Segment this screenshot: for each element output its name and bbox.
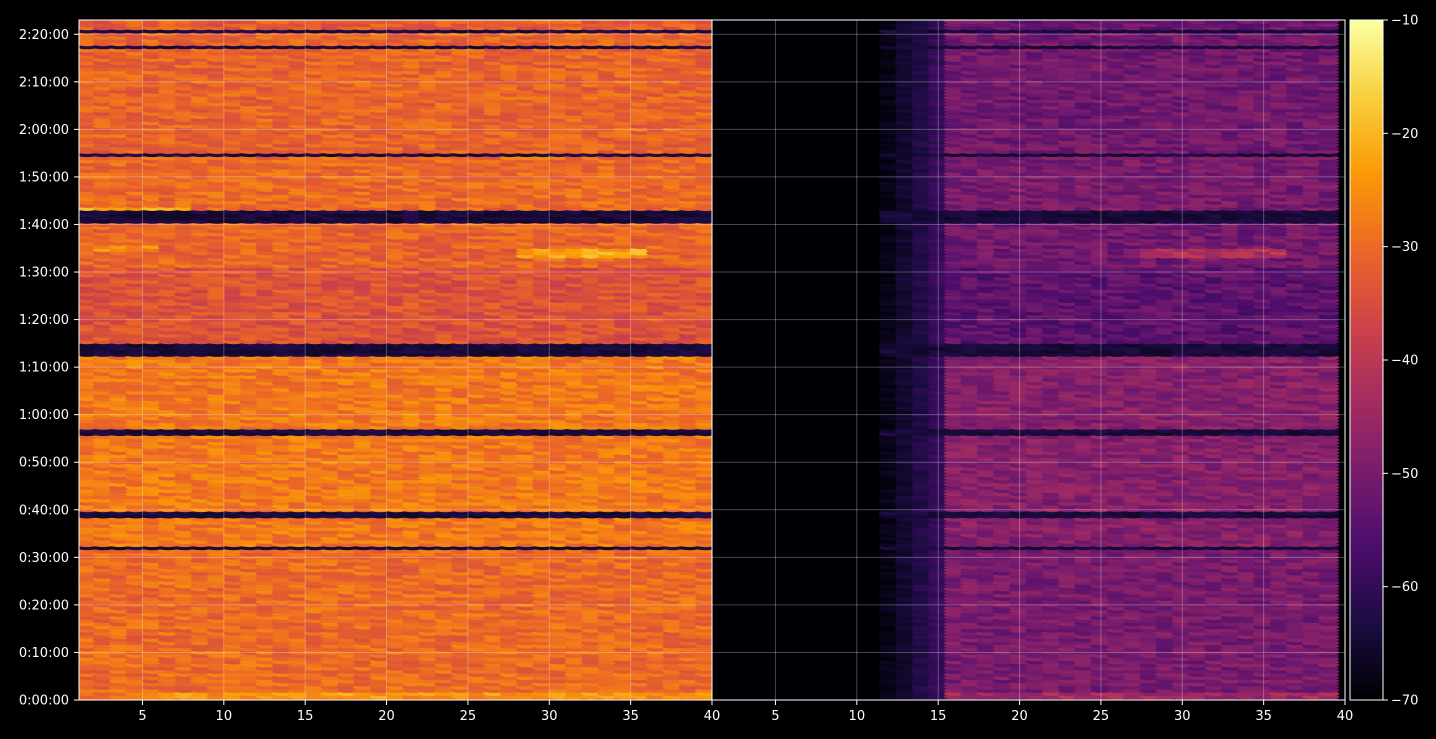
heatmap-cells-left xyxy=(79,20,712,700)
heatmap-panel-left: 5 10 15 20 25 30 35 40 xyxy=(78,19,720,724)
